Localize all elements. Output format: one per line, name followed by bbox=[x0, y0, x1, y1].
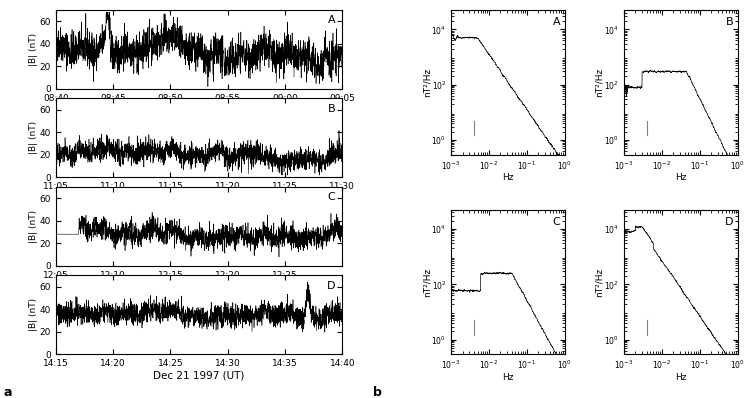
Text: D: D bbox=[724, 217, 733, 227]
Y-axis label: nT²/Hz: nT²/Hz bbox=[422, 267, 431, 297]
Y-axis label: |B| (nT): |B| (nT) bbox=[29, 210, 38, 243]
X-axis label: Hz: Hz bbox=[675, 173, 686, 182]
Text: D: D bbox=[326, 281, 335, 291]
Text: A: A bbox=[328, 16, 335, 25]
X-axis label: Hz: Hz bbox=[675, 373, 686, 382]
Y-axis label: |B| (nT): |B| (nT) bbox=[29, 298, 38, 331]
Y-axis label: |B| (nT): |B| (nT) bbox=[29, 121, 38, 154]
Text: B: B bbox=[328, 104, 335, 114]
X-axis label: Dec 21 1997 (UT): Dec 21 1997 (UT) bbox=[153, 371, 245, 381]
X-axis label: Hz: Hz bbox=[502, 373, 514, 382]
Y-axis label: nT²/Hz: nT²/Hz bbox=[595, 267, 604, 297]
Y-axis label: |B| (nT): |B| (nT) bbox=[29, 33, 38, 66]
Text: A: A bbox=[553, 17, 560, 27]
Text: C: C bbox=[327, 192, 335, 202]
Y-axis label: nT²/Hz: nT²/Hz bbox=[595, 68, 604, 97]
Text: b: b bbox=[372, 386, 381, 398]
Y-axis label: nT²/Hz: nT²/Hz bbox=[422, 68, 431, 97]
Text: C: C bbox=[553, 217, 560, 227]
X-axis label: Hz: Hz bbox=[502, 173, 514, 182]
Text: a: a bbox=[4, 386, 12, 398]
Text: B: B bbox=[726, 17, 733, 27]
